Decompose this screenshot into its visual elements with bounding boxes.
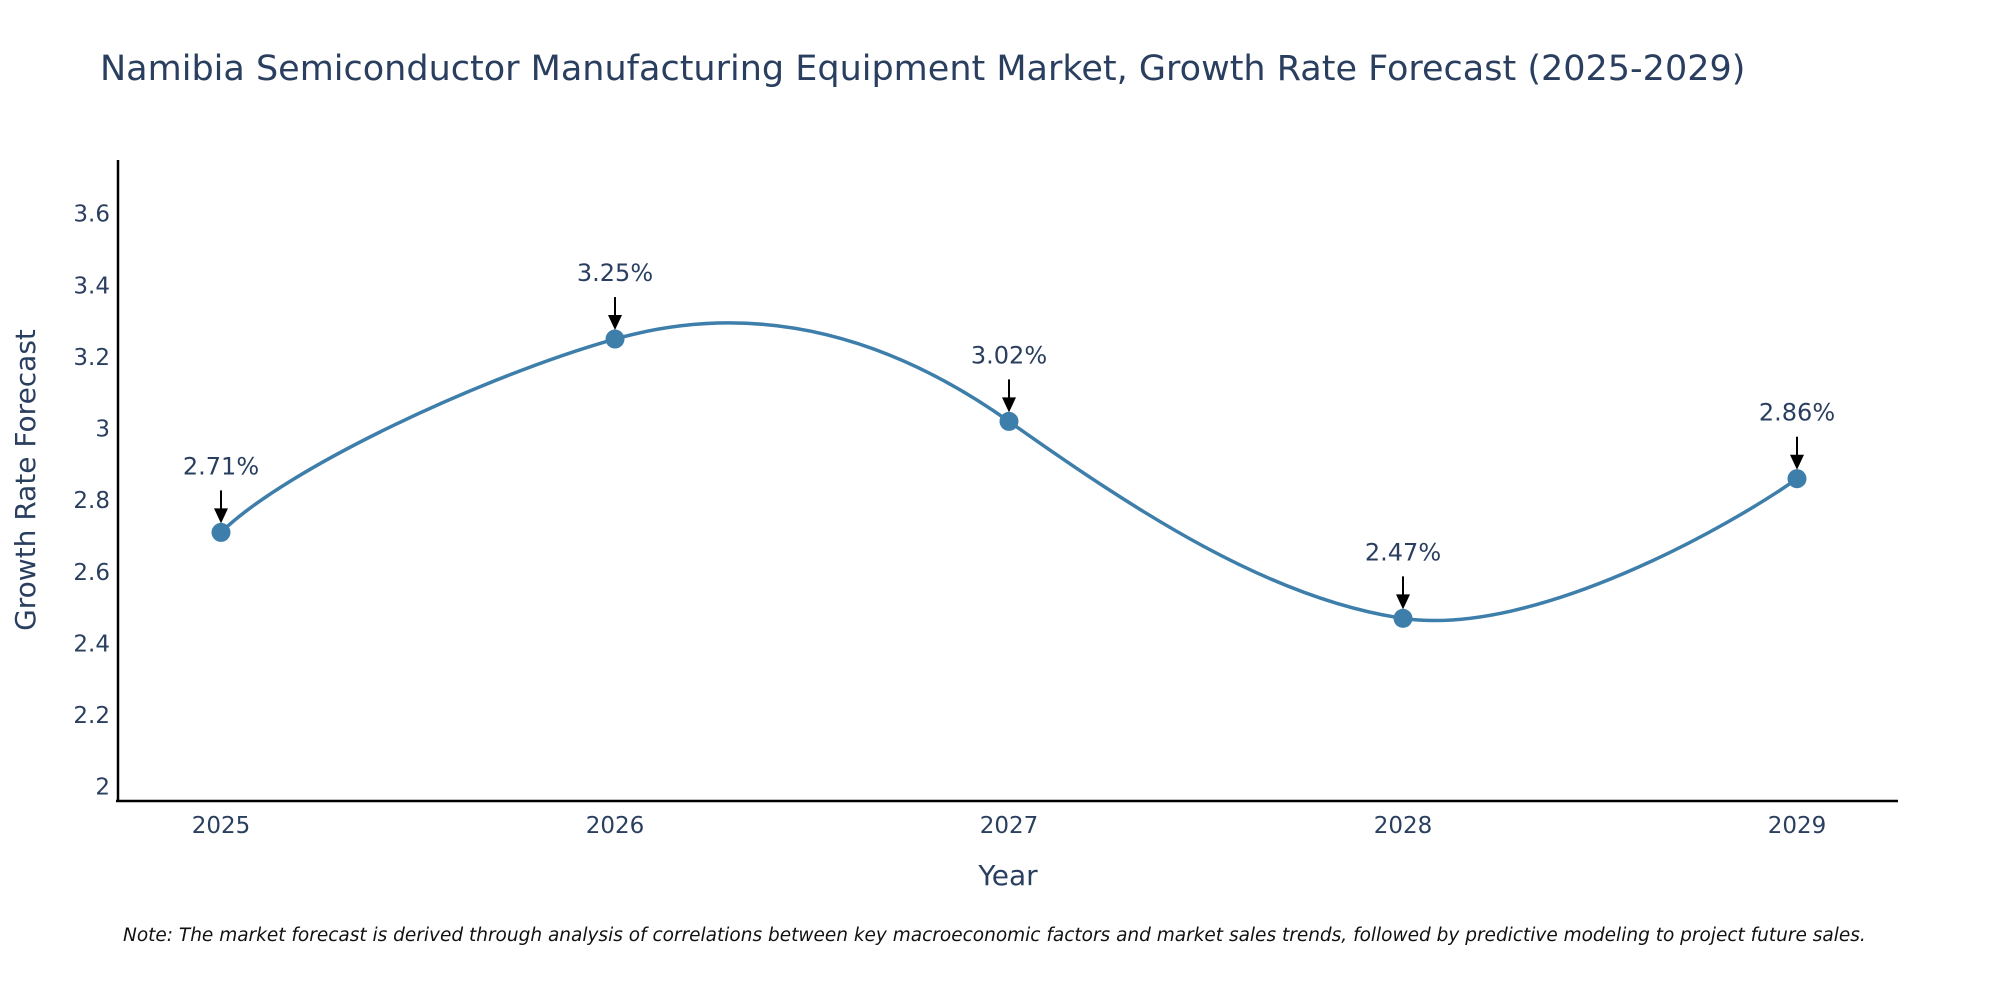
y-tick-label: 2.4: [73, 631, 110, 657]
y-tick-label: 3.2: [73, 345, 110, 371]
annotation-arrow-head: [1790, 454, 1804, 470]
series-group: [211, 321, 1807, 628]
annotation-arrow-head: [1396, 594, 1410, 610]
x-tick-label: 2027: [980, 813, 1039, 839]
data-point: [211, 522, 231, 542]
x-tick-label: 2029: [1768, 813, 1827, 839]
data-label: 3.25%: [577, 259, 653, 287]
y-axis-ticks: 2 2.2 2.4 2.6 2.8 3 3.2 3.4 3.6: [73, 202, 110, 801]
annotation-arrow-head: [1002, 397, 1016, 413]
data-point: [1787, 469, 1807, 489]
annotation-arrow-head: [214, 508, 228, 524]
x-axis-ticks: 2025 2026 2027 2028 2029: [192, 813, 1827, 839]
x-tick-label: 2028: [1374, 813, 1433, 839]
y-tick-label: 2.6: [73, 560, 110, 586]
data-label: 3.02%: [971, 341, 1047, 369]
x-tick-label: 2026: [586, 813, 645, 839]
x-tick-label: 2025: [192, 813, 251, 839]
data-point: [1393, 608, 1413, 628]
data-label: 2.47%: [1365, 538, 1441, 566]
data-point: [999, 411, 1019, 431]
chart-note: Note: The market forecast is derived thr…: [123, 925, 1866, 946]
annotation-arrow-head: [608, 315, 622, 331]
y-tick-label: 3.6: [73, 202, 110, 228]
data-point: [605, 329, 625, 349]
y-tick-label: 2.2: [73, 703, 110, 729]
y-tick-label: 3: [95, 417, 110, 443]
x-axis-title: Year: [977, 859, 1038, 892]
data-labels: 2.71% 3.25% 3.02% 2.47% 2.86%: [183, 259, 1835, 610]
y-axis-title: Growth Rate Forecast: [9, 329, 42, 631]
y-tick-label: 2.8: [73, 488, 110, 514]
chart-title: Namibia Semiconductor Manufacturing Equi…: [100, 49, 1745, 89]
y-tick-label: 2: [95, 775, 110, 801]
data-label: 2.71%: [183, 452, 259, 480]
y-tick-label: 3.4: [73, 273, 110, 299]
data-label: 2.86%: [1759, 399, 1835, 427]
